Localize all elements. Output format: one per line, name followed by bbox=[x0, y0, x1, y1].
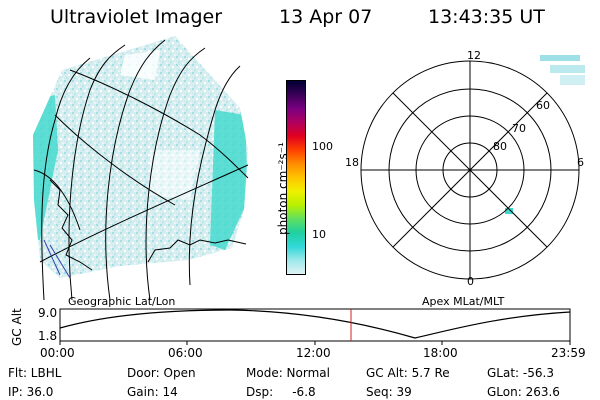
mode-info: Mode: Normal bbox=[246, 366, 330, 380]
time-tick-0600: 06:00 bbox=[168, 346, 203, 360]
colorbar-tick-10: 10 bbox=[312, 228, 326, 241]
colorbar-gradient bbox=[287, 81, 305, 274]
gain-info: Gain: 14 bbox=[127, 385, 178, 399]
date-label: 13 Apr 07 bbox=[279, 6, 373, 28]
time-label: 13:43:35 UT bbox=[428, 6, 545, 28]
mlt-label-18: 18 bbox=[345, 156, 359, 169]
time-tick-1800: 18:00 bbox=[423, 346, 458, 360]
filter-info: Flt: LBHL bbox=[8, 366, 62, 380]
mlt-label-6: 6 bbox=[577, 156, 584, 169]
colorbar-unit-label: photon cm⁻²s⁻¹ bbox=[276, 142, 290, 235]
glat-info: GLat: -56.3 bbox=[487, 366, 554, 380]
ip-info: IP: 36.0 bbox=[8, 385, 54, 399]
time-tick-1200: 12:00 bbox=[296, 346, 331, 360]
time-tick-0000: 00:00 bbox=[40, 346, 75, 360]
dsp-info: Dsp: -6.8 bbox=[246, 385, 316, 399]
geographic-projection-label: Geographic Lat/Lon bbox=[68, 295, 176, 308]
gc-alt-tick-max: 9.0 bbox=[38, 306, 58, 320]
polar-plot bbox=[360, 55, 585, 280]
mlat-label-70: 70 bbox=[512, 122, 526, 135]
gc-alt-tick-min: 1.8 bbox=[38, 329, 58, 343]
gc-alt-info: GC Alt: 5.7 Re bbox=[366, 366, 450, 380]
instrument-title: Ultraviolet Imager bbox=[50, 6, 223, 28]
seq-info: Seq: 39 bbox=[366, 385, 412, 399]
mlt-label-12: 12 bbox=[467, 49, 481, 62]
gc-alt-axis-label: GC Alt bbox=[10, 308, 24, 346]
door-info: Door: Open bbox=[127, 366, 196, 380]
apex-projection-label: Apex MLat/MLT bbox=[422, 295, 505, 308]
mlt-label-0: 0 bbox=[467, 275, 474, 288]
glon-info: GLon: 263.6 bbox=[487, 385, 560, 399]
mlat-label-80: 80 bbox=[493, 140, 507, 153]
colorbar bbox=[286, 80, 306, 275]
time-tick-2359: 23:59 bbox=[551, 346, 586, 360]
gc-alt-plot bbox=[59, 308, 571, 345]
colorbar-tick-100: 100 bbox=[312, 140, 333, 153]
mlat-label-60: 60 bbox=[536, 99, 550, 112]
